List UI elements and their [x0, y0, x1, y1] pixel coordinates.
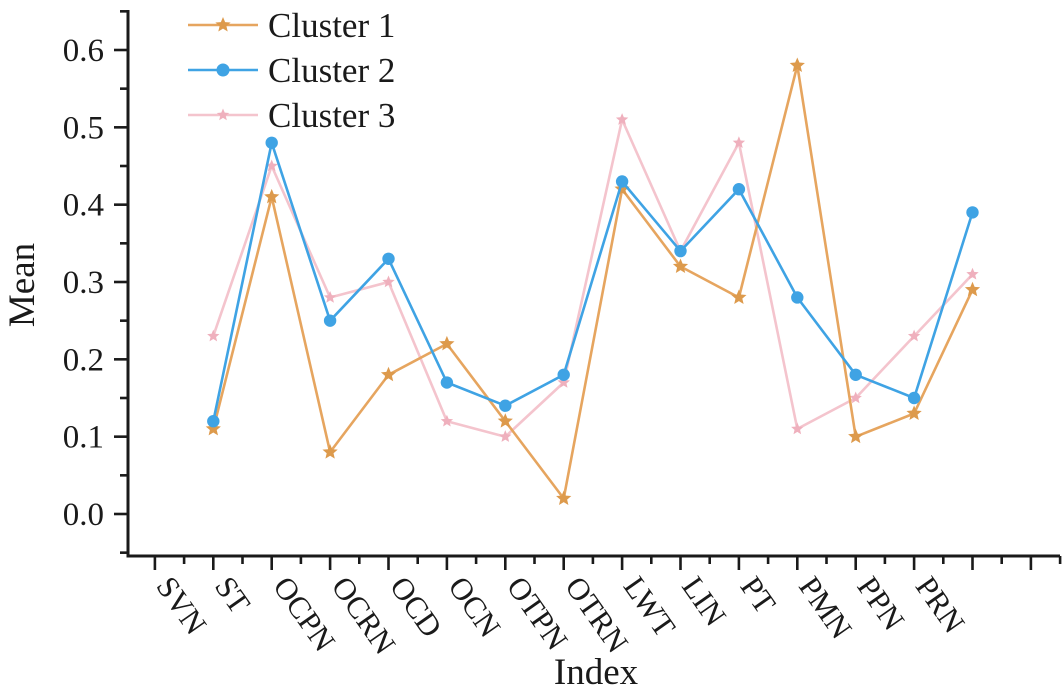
data-point-star	[499, 430, 512, 442]
axis-spines	[126, 10, 1060, 558]
data-point-circle	[674, 244, 687, 258]
data-point-star	[497, 413, 513, 428]
legend-item-cluster-2: Cluster 2	[188, 51, 395, 90]
y-axis-title: Mean	[2, 243, 43, 327]
series-line	[212, 118, 974, 439]
y-tick-label: 0.4	[63, 188, 104, 224]
x-tick-label: LIN	[675, 570, 733, 632]
series-line	[212, 141, 974, 423]
data-point-star	[907, 329, 921, 342]
y-tick-label: 0.3	[63, 265, 104, 301]
data-point-star	[791, 422, 804, 435]
data-point-circle	[382, 252, 395, 266]
data-point-star	[265, 159, 278, 172]
data-point-star	[439, 335, 455, 351]
data-point-circle	[499, 399, 512, 412]
data-point-star	[966, 267, 979, 280]
y-tick-label: 0.0	[63, 497, 104, 533]
legend-item-cluster-1: Cluster 1	[188, 6, 395, 45]
data-point-star	[207, 329, 220, 342]
data-point-star	[789, 57, 805, 72]
data-point-star	[556, 490, 572, 506]
data-point-star	[732, 136, 746, 149]
x-tick-label: ST	[208, 570, 257, 620]
y-tick-label: 0.6	[63, 33, 104, 69]
y-tick-label: 0.2	[63, 342, 104, 378]
data-point-circle	[440, 376, 454, 389]
data-point-star	[382, 275, 395, 288]
x-tick-label: PRN	[909, 570, 972, 639]
data-point-circle	[966, 206, 979, 219]
data-point-star	[440, 414, 454, 427]
legend-marker-star	[216, 108, 230, 121]
x-tick-label: OCPN	[266, 570, 342, 658]
data-point-circle	[849, 368, 862, 382]
data-point-circle	[265, 136, 278, 150]
y-axis-title-text: Mean	[2, 243, 43, 327]
data-point-circle	[615, 175, 629, 188]
x-tick-label: PMN	[792, 570, 859, 645]
legend-marker-star	[215, 17, 231, 32]
legend-label: Cluster 2	[268, 51, 395, 90]
data-point-star	[557, 376, 570, 388]
y-axis-ticks	[114, 10, 128, 554]
data-point-star	[731, 289, 747, 304]
legend-label: Cluster 1	[268, 6, 395, 45]
x-axis-ticks	[153, 556, 1062, 570]
data-point-circle	[557, 368, 570, 382]
legend-label: Cluster 3	[268, 96, 395, 135]
series-cluster-3	[207, 113, 979, 442]
data-point-star	[205, 420, 221, 436]
data-point-star	[672, 258, 689, 274]
data-point-circle	[791, 291, 804, 304]
series-line	[212, 64, 974, 500]
data-point-star	[964, 281, 981, 297]
y-tick-label: 0.5	[63, 110, 104, 146]
x-tick-label: OCN	[442, 570, 508, 644]
data-point-circle	[323, 314, 337, 327]
data-point-star	[380, 366, 397, 382]
data-point-star	[264, 188, 280, 204]
series-cluster-1	[205, 57, 981, 506]
x-tick-label: PT	[734, 570, 783, 620]
legend: Cluster 1 Cluster 2 Cluster 3	[188, 6, 395, 135]
x-axis-title-text: Index	[554, 652, 639, 693]
legend-marker-circle	[216, 63, 230, 77]
data-point-star	[322, 444, 338, 459]
data-point-star	[849, 391, 862, 404]
x-tick-label: PPN	[850, 570, 911, 637]
x-tick-label: SVN	[150, 570, 214, 641]
data-point-star	[615, 113, 629, 125]
legend-item-cluster-3: Cluster 3	[188, 96, 395, 135]
data-point-star	[906, 405, 922, 420]
x-axis-title: Index	[554, 652, 639, 693]
x-tick-label: OTPN	[500, 570, 575, 656]
data-point-circle	[207, 415, 220, 428]
data-point-star	[323, 290, 337, 303]
y-axis-labels: 0.0 0.1 0.2 0.3 0.4 0.5 0.6	[63, 33, 104, 533]
data-point-circle	[732, 183, 746, 196]
series-cluster-2	[207, 136, 979, 428]
data-point-circle	[907, 391, 921, 405]
axes	[126, 10, 1060, 558]
y-tick-label: 0.1	[63, 420, 104, 456]
x-tick-label: OTRN	[558, 570, 635, 659]
data-point-star	[848, 428, 864, 444]
